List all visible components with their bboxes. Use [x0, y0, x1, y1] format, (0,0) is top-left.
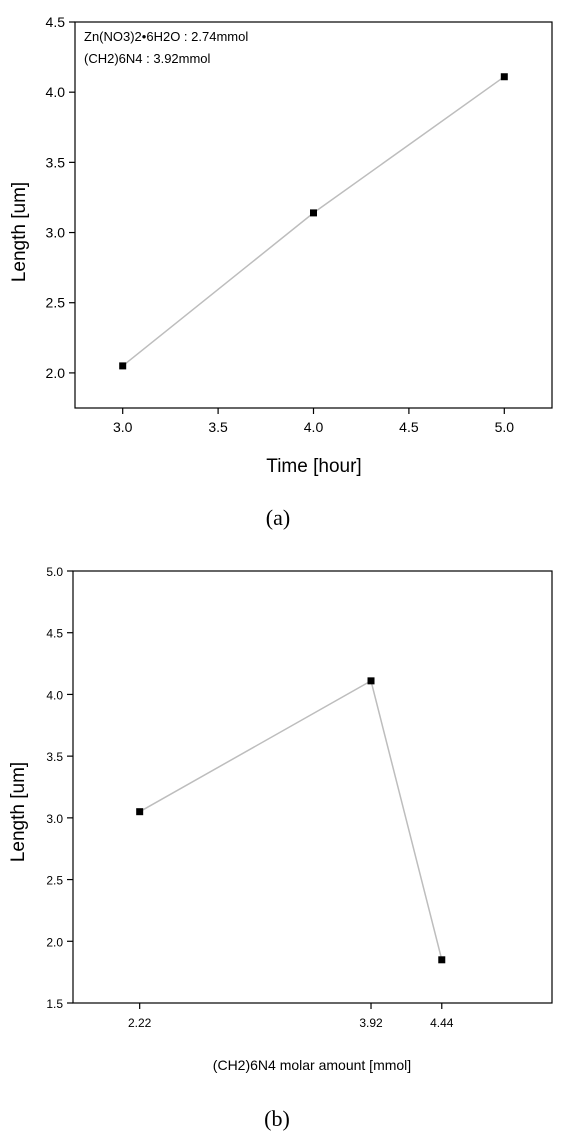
chart-a-annotation-2: (CH2)6N4 : 3.92mmol: [84, 51, 211, 66]
chart-b-y-tick-label: 3.5: [46, 750, 63, 764]
chart-b-x-axis-title: (CH2)6N4 molar amount [mmol]: [213, 1057, 411, 1073]
chart-a-y-tick-label: 2.0: [46, 365, 66, 381]
chart-a-y-tick-label: 2.5: [46, 295, 66, 311]
chart-b-x-tick-label: 4.44: [430, 1016, 454, 1030]
chart-b-y-tick-label: 1.5: [46, 997, 63, 1011]
chart-b-y-axis-title: Length [um]: [8, 762, 29, 862]
chart-a-y-axis-title: Length [um]: [9, 182, 30, 282]
chart-b: 2.22 3.92 4.44 1.5 2.0 2.5 3.0 3.5 4.0 4.5 5.0 (C…: [8, 565, 553, 1131]
chart-a-y-tick-label: 3.0: [46, 225, 66, 241]
chart-b-y-tick-label: 5.0: [46, 565, 63, 579]
chart-b-data-point: [367, 677, 375, 685]
chart-b-caption: (b): [264, 1106, 290, 1131]
chart-b-y-tick-label: 3.0: [46, 812, 63, 826]
chart-a-data-point: [500, 73, 508, 81]
chart-b-y-tick-label: 4.0: [46, 688, 63, 702]
chart-a-caption: (a): [266, 505, 290, 530]
chart-b-y-ticks: 1.5 2.0 2.5 3.0 3.5 4.0 4.5 5.0: [46, 565, 73, 1011]
chart-b-marks: [136, 677, 446, 964]
chart-a-annotation-1: Zn(NO3)2•6H2O : 2.74mmol: [84, 29, 248, 44]
chart-a-x-tick-label: 3.0: [113, 419, 133, 435]
chart-b-series-line: [139, 679, 443, 960]
chart-a-data-point: [119, 362, 127, 370]
chart-b-x-tick-label: 3.92: [359, 1016, 383, 1030]
chart-b-data-point: [136, 808, 144, 816]
chart-b-y-tick-label: 4.5: [46, 627, 63, 641]
chart-a-y-ticks: 2.0 2.5 3.0 3.5 4.0 4.5: [46, 14, 75, 381]
chart-b-x-ticks: 2.22 3.92 4.44: [128, 1003, 454, 1030]
chart-b-y-tick-label: 2.0: [46, 935, 63, 949]
chart-a-x-tick-label: 3.5: [208, 419, 228, 435]
chart-a-data-point: [310, 209, 317, 217]
chart-a: 3.0 3.5 4.0 4.5 5.0 2.0 2.5 3.0 3.5 4.0 4.5 Zn(NO…: [9, 14, 553, 530]
chart-b-plot-frame: [72, 570, 553, 1004]
chart-a-x-tick-label: 4.0: [304, 419, 324, 435]
chart-b-y-tick-label: 2.5: [46, 874, 63, 888]
chart-b-x-tick-label: 2.22: [128, 1016, 152, 1030]
chart-a-y-tick-label: 4.0: [46, 84, 66, 100]
chart-a-x-tick-label: 5.0: [495, 419, 515, 435]
chart-a-y-tick-label: 4.5: [46, 14, 66, 30]
chart-a-x-ticks: 3.0 3.5 4.0 4.5 5.0: [113, 408, 514, 435]
chart-b-data-point: [438, 956, 446, 964]
chart-a-y-tick-label: 3.5: [46, 154, 66, 170]
chart-a-x-tick-label: 4.5: [399, 419, 419, 435]
chart-a-x-axis-title: Time [hour]: [266, 456, 361, 477]
chart-a-marks: [119, 73, 508, 370]
chart-a-series-line: [122, 76, 505, 367]
